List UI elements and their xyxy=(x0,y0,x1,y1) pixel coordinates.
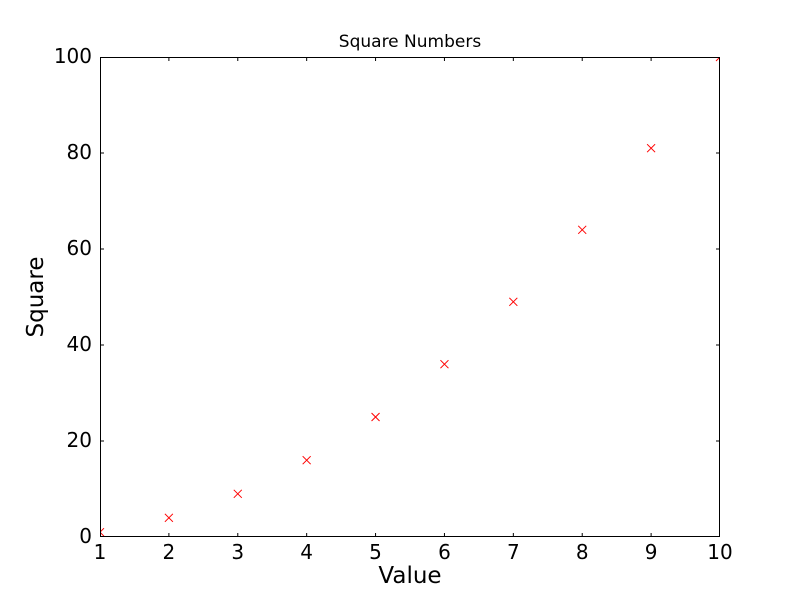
data-point-marker xyxy=(302,455,312,465)
x-tick-label: 4 xyxy=(300,540,314,564)
plot-area xyxy=(100,57,720,537)
data-point-marker xyxy=(715,57,720,62)
x-tick-label: 6 xyxy=(438,540,451,564)
data-point-marker xyxy=(233,489,243,499)
data-point-marker xyxy=(577,225,587,235)
x-tick-label: 8 xyxy=(575,540,589,564)
x-tick-label: 5 xyxy=(369,540,382,564)
x-tick-label: 1 xyxy=(93,540,107,564)
y-tick-label: 40 xyxy=(66,332,92,356)
x-tick-label: 7 xyxy=(506,540,520,564)
x-tick-label: 3 xyxy=(231,540,245,564)
data-point-marker xyxy=(100,527,105,537)
data-point-marker xyxy=(508,297,518,307)
y-tick-label: 20 xyxy=(66,428,92,452)
y-tick-label: 60 xyxy=(66,236,92,260)
scatter-plot xyxy=(100,57,720,537)
x-tick-label: 10 xyxy=(707,540,733,564)
axes-spines xyxy=(100,57,720,537)
y-tick-label: 100 xyxy=(53,44,92,68)
x-tick-label: 2 xyxy=(162,540,176,564)
data-point-marker xyxy=(164,513,174,523)
y-tick-label: 0 xyxy=(79,524,92,548)
data-point-marker xyxy=(371,412,380,422)
chart-title: Square Numbers xyxy=(338,32,482,52)
y-axis-label: Square xyxy=(23,256,50,338)
data-point-marker xyxy=(440,359,449,369)
y-tick-label: 80 xyxy=(66,140,92,164)
x-axis-label: Value xyxy=(378,563,442,589)
data-point-marker xyxy=(646,143,656,153)
x-tick-label: 9 xyxy=(644,540,658,564)
